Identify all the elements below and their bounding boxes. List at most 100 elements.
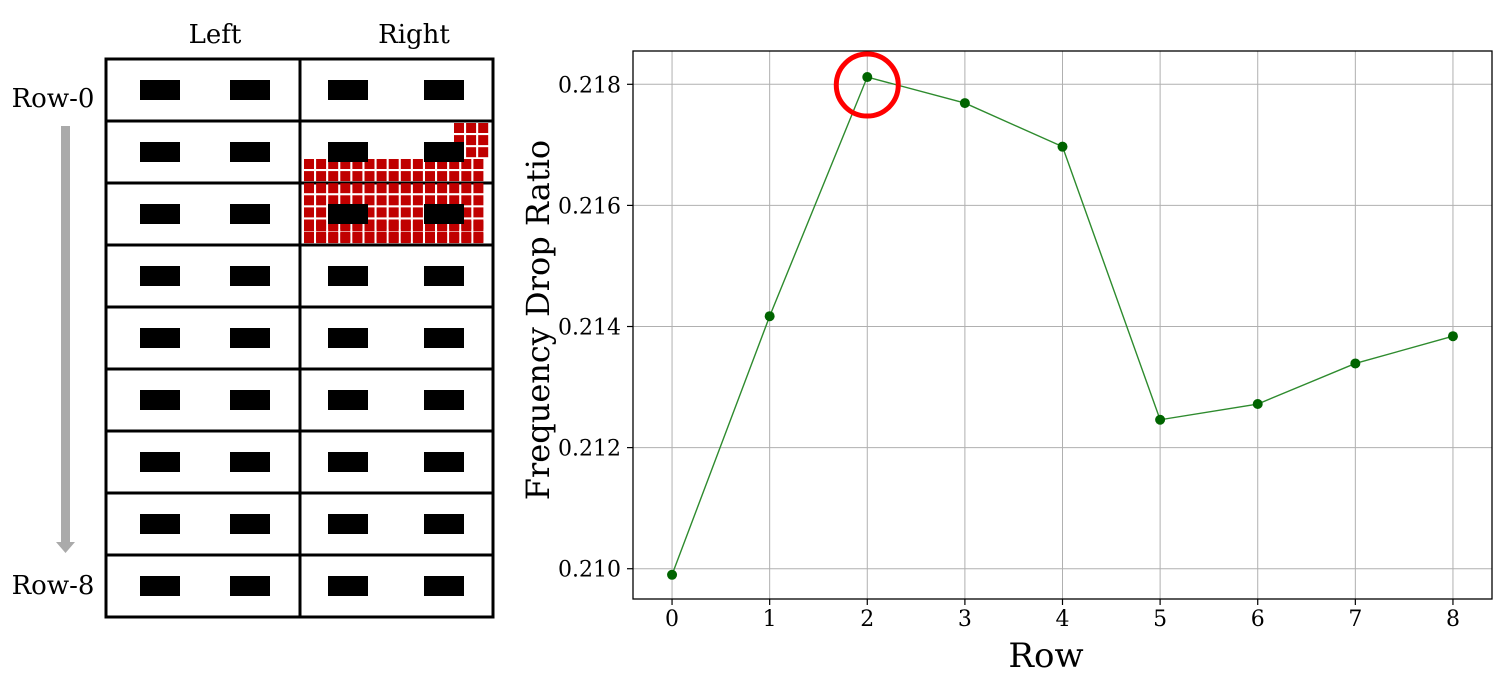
highlight-square — [478, 147, 489, 158]
highlight-square — [304, 207, 314, 218]
highlight-square — [364, 195, 375, 206]
highlight-square — [400, 207, 411, 218]
highlight-square — [340, 221, 351, 231]
row-label-top: Row-0 — [12, 84, 95, 114]
memory-block — [230, 452, 270, 472]
highlight-square — [304, 171, 314, 182]
data-point — [862, 72, 873, 83]
grid-cell — [104, 243, 302, 309]
memory-block — [424, 142, 464, 162]
x-tick-label: 8 — [1446, 607, 1460, 632]
highlight-square — [437, 195, 448, 206]
highlight-square — [437, 233, 448, 244]
highlight-square — [376, 183, 387, 194]
highlight-square — [425, 221, 435, 231]
memory-block — [230, 328, 270, 348]
highlight-square — [316, 183, 327, 194]
memory-block — [230, 80, 270, 100]
x-ticks: 0 1 2 3 4 5 6 7 8 — [665, 599, 1460, 632]
highlight-square — [388, 195, 399, 206]
memory-block — [230, 390, 270, 410]
highlight-square — [388, 221, 399, 231]
x-tick-label: 7 — [1348, 607, 1362, 632]
grid-cell — [104, 367, 302, 433]
arrow-shaft — [61, 126, 70, 544]
data-point — [1057, 141, 1068, 152]
highlight-square — [376, 221, 387, 231]
highlight-square — [425, 183, 435, 194]
highlight-square — [461, 195, 472, 206]
highlight-square — [473, 195, 484, 206]
highlight-square — [473, 183, 484, 194]
y-ticks: 0.210 0.212 0.214 0.216 0.218 — [558, 73, 633, 583]
memory-block — [424, 514, 464, 534]
memory-block — [424, 204, 464, 224]
highlight-square — [454, 135, 464, 146]
data-point — [667, 569, 678, 580]
highlight-square — [304, 183, 314, 194]
highlight-square — [412, 171, 423, 182]
y-tick-label: 0.218 — [558, 73, 621, 98]
highlight-square — [449, 221, 460, 231]
highlight-square — [340, 195, 351, 206]
highlight-square — [316, 159, 327, 169]
highlight-square — [473, 233, 484, 244]
highlight-square — [449, 195, 460, 206]
highlight-square — [304, 221, 314, 231]
highlight-square — [473, 207, 484, 218]
data-point — [1252, 399, 1263, 410]
gridlines — [633, 51, 1492, 599]
highlight-square — [328, 195, 339, 206]
memory-block — [140, 328, 180, 348]
highlight-square — [461, 159, 472, 169]
x-tick-label: 3 — [958, 607, 972, 632]
highlight-square — [473, 159, 484, 169]
highlight-square — [461, 221, 472, 231]
memory-block — [328, 452, 368, 472]
memory-block — [230, 576, 270, 596]
highlight-square — [478, 123, 489, 133]
memory-block — [328, 204, 368, 224]
memory-block — [424, 80, 464, 100]
memory-block — [328, 576, 368, 596]
highlight-square — [364, 171, 375, 182]
highlight-square — [364, 159, 375, 169]
x-tick-label: 2 — [860, 607, 874, 632]
memory-block — [328, 80, 368, 100]
memory-block — [230, 204, 270, 224]
y-tick-label: 0.210 — [558, 558, 621, 583]
row-grid — [104, 57, 495, 619]
memory-block — [140, 204, 180, 224]
highlight-square — [425, 195, 435, 206]
highlight-square — [461, 171, 472, 182]
highlight-square — [388, 171, 399, 182]
x-tick-label: 1 — [763, 607, 777, 632]
highlight-square — [328, 159, 339, 169]
highlight-square — [425, 159, 435, 169]
memory-block — [140, 452, 180, 472]
highlight-square — [328, 183, 339, 194]
highlight-square — [437, 183, 448, 194]
x-tick-label: 5 — [1153, 607, 1167, 632]
highlight-square — [461, 183, 472, 194]
highlight-square — [466, 135, 477, 146]
highlight-square — [340, 233, 351, 244]
highlight-square — [376, 233, 387, 244]
highlight-square — [400, 195, 411, 206]
highlight-square — [352, 171, 363, 182]
highlight-square — [304, 195, 314, 206]
row-label-bottom: Row-8 — [12, 571, 95, 601]
highlight-square — [316, 233, 327, 244]
highlight-square — [412, 221, 423, 231]
data-point — [959, 98, 970, 109]
grid-cell — [298, 553, 495, 619]
highlight-square — [304, 159, 314, 169]
x-tick-label: 6 — [1251, 607, 1265, 632]
highlight-square — [449, 171, 460, 182]
highlight-square — [461, 207, 472, 218]
highlight-square — [352, 195, 363, 206]
col-label-left: Left — [189, 20, 242, 50]
highlight-square — [478, 135, 489, 146]
y-tick-label: 0.216 — [558, 194, 621, 219]
